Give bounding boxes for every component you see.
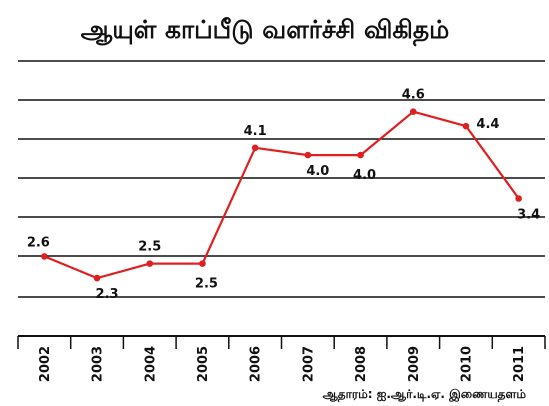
data-label: 3.4 (517, 208, 540, 223)
data-label: 2.5 (138, 240, 161, 255)
gridlines (18, 60, 545, 337)
data-point (515, 195, 522, 202)
data-label: 4.0 (353, 168, 376, 183)
data-point (146, 260, 154, 267)
data-point (251, 144, 259, 152)
data-label: 4.1 (244, 124, 267, 139)
data-labels: 2.6 2.3 2.5 2.5 4.1 4.0 4.0 4.6 4.4 3.4 (27, 88, 540, 302)
data-label: 4.4 (476, 117, 499, 132)
data-point (93, 274, 101, 282)
data-label: 2.6 (27, 235, 50, 250)
source-note: ஆதாரம்: ஐ.ஆர்.டி.ஏ. இணையதளம் (323, 387, 527, 402)
x-tick-label: 2004 (143, 346, 158, 382)
x-tick-label: 2009 (407, 346, 422, 382)
chart-title: ஆயுள் காப்பீடு வளர்ச்சி விகிதம் (81, 15, 450, 47)
x-tick-label: 2005 (196, 346, 211, 382)
data-point (304, 151, 312, 159)
data-point (357, 151, 364, 159)
x-tick-label: 2002 (38, 346, 53, 382)
data-point (409, 108, 417, 115)
x-tick-label: 2010 (459, 346, 474, 382)
data-point (41, 253, 48, 260)
x-tick-label: 2011 (512, 346, 527, 382)
data-label: 4.6 (402, 88, 425, 103)
series-layer (41, 108, 522, 282)
data-point (199, 260, 206, 267)
x-axis: 2002 2003 2004 2005 2006 2007 2008 2009 2010 2011 (17, 336, 546, 382)
data-label: 2.5 (195, 277, 218, 292)
series-line (43, 110, 520, 280)
data-point (462, 122, 470, 130)
x-tick-label: 2007 (301, 346, 316, 382)
x-tick-label: 2006 (249, 346, 264, 382)
data-label: 4.0 (306, 164, 329, 179)
data-label: 2.3 (96, 287, 119, 302)
x-tick-label: 2008 (354, 346, 369, 382)
x-tick-label: 2003 (91, 346, 106, 382)
